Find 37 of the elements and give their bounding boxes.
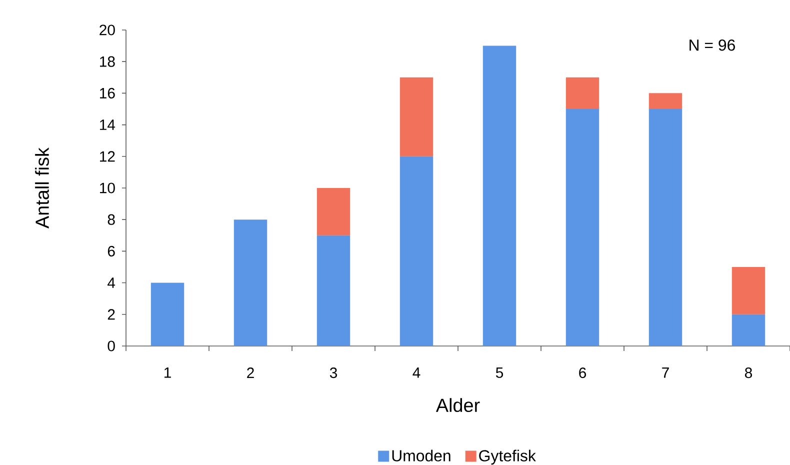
bar [732,314,766,346]
annotation: N = 96 [690,40,735,51]
x-axis-title: Alder [436,398,480,412]
bar [648,108,682,346]
bar [566,77,600,109]
bar [566,108,600,346]
bar [316,188,350,236]
y-tick-label: 16 [100,88,115,98]
y-tick-label: 8 [108,214,115,225]
y-tick-label: 20 [100,24,115,36]
y-axis-title: Antall fisk [35,147,49,228]
y-tick-label: 12 [100,151,115,162]
y-tick-label: 10 [100,182,115,194]
bar [648,93,682,109]
y-tick-label: 6 [108,246,115,256]
y-tick-label: 0 [108,340,115,352]
y-tick-label: 14 [100,120,116,130]
x-tick-label: 2 [247,368,254,378]
legend-label: Gytefisk [479,450,536,465]
x-tick-label: 4 [412,368,420,378]
legend-label: Umoden [392,450,450,462]
x-tick-label: 1 [164,368,171,378]
bar [400,156,434,346]
bar [316,235,350,346]
bar [732,266,766,314]
x-tick-label: 8 [745,368,752,378]
bar [482,46,516,346]
x-tick-label: 3 [330,368,338,378]
bar [150,282,184,346]
x-tick-label: 6 [579,368,586,378]
bar [400,77,434,156]
x-tick-label: 7 [662,368,669,378]
x-tick-label: 5 [496,368,504,378]
y-tick-label: 18 [100,56,115,67]
y-tick-label: 2 [108,309,115,320]
y-tick-label: 4 [108,278,116,288]
bar [234,220,268,346]
